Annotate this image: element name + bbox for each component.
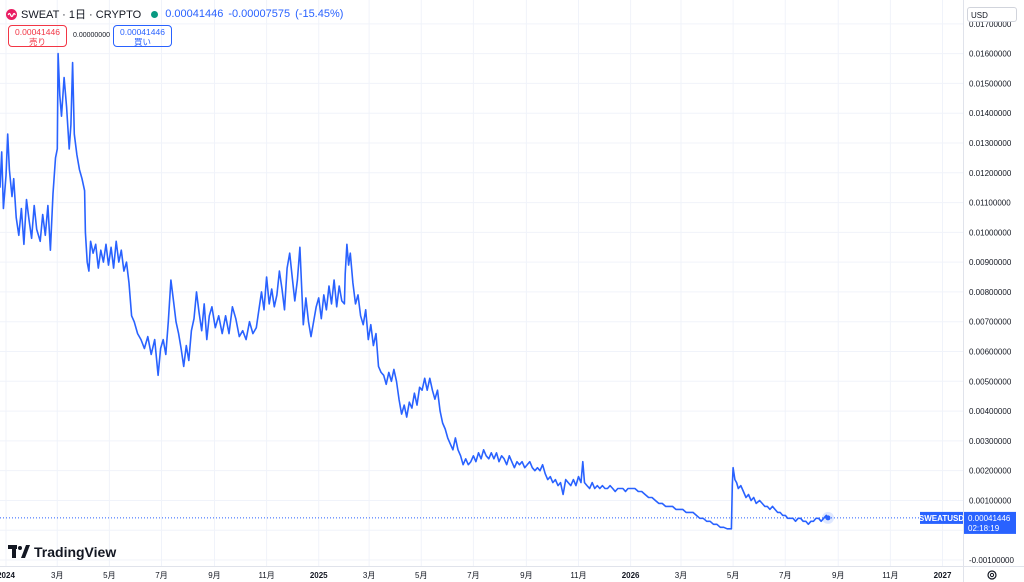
sweat-logo-icon	[6, 8, 17, 20]
spread-value: 0.00000000	[73, 32, 110, 39]
x-tick-label: 5月	[727, 571, 739, 580]
symbol-tag: SWEATUSD	[919, 514, 964, 523]
y-tick-label: 0.00500000	[969, 377, 1012, 386]
sell-price: 0.00041446	[15, 27, 60, 37]
price-tag-countdown: 02:18:19	[968, 524, 1000, 533]
market-open-icon	[151, 10, 159, 18]
x-tick-label: 2024	[0, 571, 15, 580]
y-tick-label: 0.01400000	[969, 109, 1012, 118]
x-tick-label: 3月	[51, 571, 63, 580]
y-tick-label: 0.00300000	[969, 437, 1012, 446]
x-tick-label: 11月	[570, 571, 586, 580]
x-tick-label: 9月	[208, 571, 220, 580]
x-tick-label: 11月	[882, 571, 898, 580]
x-tick-label: 7月	[779, 571, 791, 580]
brand-name: TradingView	[34, 544, 117, 560]
y-tick-label: 0.01500000	[969, 79, 1012, 88]
x-tick-label: 5月	[103, 571, 115, 580]
price-tag-value: 0.00041446	[968, 514, 1011, 523]
price-tag-bg	[964, 511, 1016, 534]
symbol-title[interactable]: SWEAT · 1日 · CRYPTO	[21, 9, 142, 21]
settings-gear-icon[interactable]	[986, 569, 998, 581]
y-tick-label: 0.01000000	[969, 228, 1012, 237]
buy-price: 0.00041446	[120, 27, 165, 37]
last-point-marker	[825, 515, 831, 521]
price-change-percent: (-15.45%)	[295, 8, 344, 20]
buy-label: 買い	[133, 37, 151, 47]
x-tick-label: 7月	[467, 571, 479, 580]
x-tick-label: 3月	[363, 571, 375, 580]
currency-selector[interactable]: USD	[967, 7, 1017, 22]
x-tick-label: 2027	[934, 571, 952, 580]
x-tick-label: 9月	[520, 571, 532, 580]
y-tick-label: 0.00700000	[969, 318, 1012, 327]
x-tick-label: 2026	[622, 571, 640, 580]
y-tick-label: 0.00400000	[969, 407, 1012, 416]
x-tick-label: 2025	[310, 571, 328, 580]
sell-button[interactable]: 0.00041446 売り	[8, 25, 67, 47]
y-tick-label: 0.00100000	[969, 496, 1012, 505]
y-tick-label: 0.01600000	[969, 50, 1012, 59]
y-tick-label: 0.00900000	[969, 258, 1012, 267]
x-tick-label: 5月	[415, 571, 427, 580]
x-tick-label: 7月	[155, 571, 167, 580]
tradingview-logo[interactable]: TradingView	[8, 544, 116, 560]
buy-button[interactable]: 0.00041446 買い	[113, 25, 172, 47]
price-line	[0, 52, 829, 530]
sell-label: 売り	[28, 37, 46, 47]
y-tick-label: -0.00100000	[969, 556, 1014, 565]
price-change: -0.00007575	[228, 8, 291, 20]
chart-header: SWEAT · 1日 · CRYPTO 0.00041446 -0.000075…	[6, 6, 348, 22]
y-tick-label: 0.00200000	[969, 467, 1012, 476]
y-tick-label: 0.01200000	[969, 169, 1012, 178]
x-tick-label: 11月	[258, 571, 274, 580]
tradingview-logo-icon	[8, 545, 30, 558]
x-tick-label: 9月	[832, 571, 844, 580]
y-tick-label: 0.00800000	[969, 288, 1012, 297]
x-tick-label: 3月	[675, 571, 687, 580]
last-price: 0.00041446	[165, 8, 224, 20]
symbol-tag-bg	[920, 511, 963, 524]
y-tick-label: 0.01700000	[969, 20, 1012, 29]
y-tick-label: 0.01100000	[969, 199, 1011, 208]
y-tick-label: 0.00600000	[969, 348, 1012, 357]
y-tick-label: 0.01300000	[969, 139, 1012, 148]
